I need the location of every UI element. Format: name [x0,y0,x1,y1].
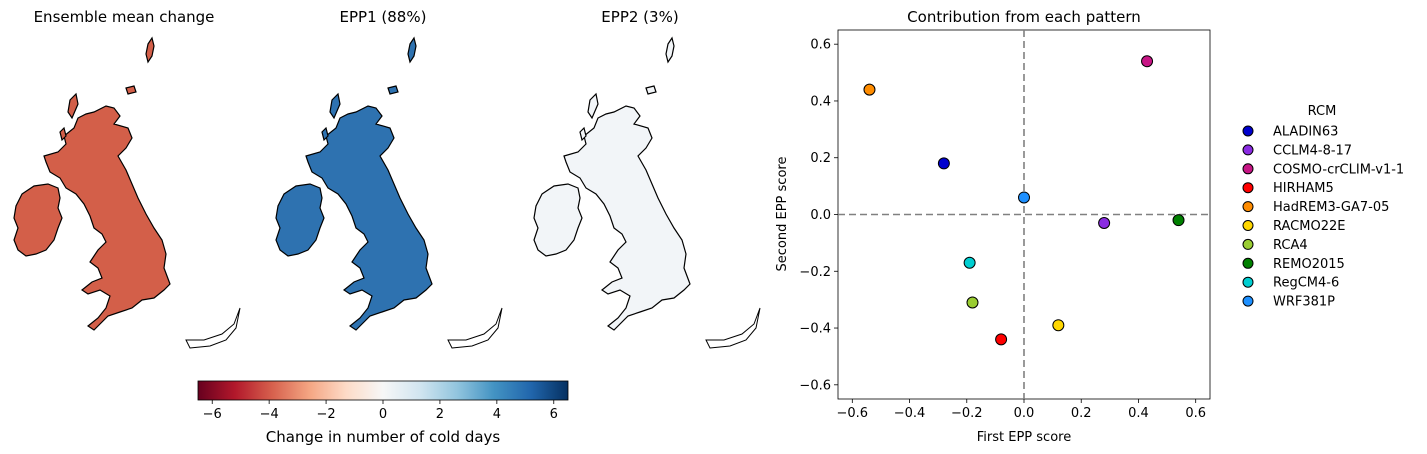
y-tick-label: −0.6 [799,378,831,393]
uk-map-epp2 [533,37,691,331]
legend-item: WRF381P [1242,295,1335,310]
legend-item: RegCM4-6 [1242,276,1339,291]
x-axis-ticks: −0.6 −0.4 −0.2 0.0 0.2 0.4 0.6 [837,399,1206,421]
legend-label: HIRHAM5 [1273,181,1334,196]
colorbar-tick-label: −6 [203,407,222,422]
x-tick-label: 0.4 [1128,406,1149,421]
legend-marker [1242,163,1254,175]
legend-marker [1242,201,1254,213]
legend-item: HIRHAM5 [1242,181,1334,196]
legend-label: CCLM4-8-17 [1273,143,1352,158]
legend: RCM ALADIN63 CCLM4-8-17 COSMO-crCLIM-v1-1 H… [1242,104,1404,310]
legend-marker [1242,238,1254,250]
y-tick-label: 0.0 [810,208,831,223]
point-regcm4-6 [963,256,976,269]
chart-title: Contribution from each pattern [907,8,1141,26]
point-aladin63 [937,157,950,170]
map-panel-ensemble-mean: Ensemble mean change [13,8,241,349]
x-tick-label: 0.0 [1014,406,1035,421]
legend-marker [1242,182,1254,194]
panel-title-ensemble-mean: Ensemble mean change [34,8,215,26]
y-tick-label: 0.6 [810,38,831,53]
y-tick-label: −0.4 [799,322,831,337]
legend-label: WRF381P [1273,295,1335,310]
x-tick-label: −0.2 [951,406,983,421]
y-axis-label: Second EPP score [775,157,790,272]
y-tick-label: 0.2 [810,151,831,166]
legend-marker [1242,144,1254,156]
legend-marker [1242,257,1254,269]
colorbar-label: Change in number of cold days [266,428,501,446]
y-tick-label: −0.2 [799,265,831,280]
colorbar: −6 −4 −2 0 2 4 6 Change in number of cold days [197,380,569,446]
legend-item: CCLM4-8-17 [1242,143,1352,158]
point-remo2015 [1172,214,1185,227]
legend-label: ALADIN63 [1273,125,1338,140]
legend-marker [1242,295,1254,307]
legend-item: REMO2015 [1242,257,1345,272]
colorbar-tick-label: −2 [316,407,335,422]
legend-marker [1242,220,1254,231]
uk-map-ensemble-mean [13,37,171,331]
scatter-points [863,55,1185,346]
legend-label: REMO2015 [1273,257,1345,272]
colorbar-tick-label: 2 [436,407,444,422]
point-cclm4-8-17 [1098,217,1111,230]
point-wrf381p [1018,191,1030,204]
colorbar-gradient [197,380,569,401]
legend-items: ALADIN63 CCLM4-8-17 COSMO-crCLIM-v1-1 HIRHA… [1242,125,1404,310]
scatter-chart: Contribution from each pattern −0.6 −0.4−… [775,8,1211,445]
legend-item: HadREM3-GA7-05 [1242,200,1389,215]
legend-title: RCM [1308,104,1337,119]
map-panel-epp2: EPP2 (3%) [533,8,761,349]
point-racmo22e [1052,319,1065,332]
colorbar-ticks: −6 −4 −2 0 2 4 6 [203,400,558,422]
legend-item: COSMO-crCLIM-v1-1 [1242,162,1404,177]
map-panel-epp1: EPP1 (88%) [275,8,503,349]
x-tick-label: 0.6 [1185,406,1206,421]
legend-label: RegCM4-6 [1273,276,1339,291]
legend-label: COSMO-crCLIM-v1-1 [1273,162,1404,177]
colorbar-tick-label: −4 [260,407,279,422]
reference-lines [838,30,1210,399]
panel-title-epp1: EPP1 (88%) [340,8,427,26]
legend-marker [1242,276,1254,288]
colorbar-tick-label: 6 [550,407,558,422]
x-tick-label: −0.4 [894,406,926,421]
colorbar-tick-label: 4 [493,407,501,422]
point-rca4 [966,296,979,309]
point-cosmo-crclim-v1-1 [1141,55,1154,68]
y-axis-ticks: −0.6 −0.4 −0.2 0.0 0.2 0.4 0.6 [799,38,838,393]
colorbar-tick-label: 0 [379,407,387,422]
y-tick-label: 0.4 [810,94,831,109]
legend-label: HadREM3-GA7-05 [1273,200,1389,215]
legend-item: ALADIN63 [1242,125,1338,140]
legend-item: RACMO22E [1242,219,1345,234]
x-tick-label: −0.6 [837,406,869,421]
legend-item: RCA4 [1242,238,1308,253]
x-tick-label: 0.2 [1071,406,1092,421]
panel-title-epp2: EPP2 (3%) [601,8,678,26]
x-axis-label: First EPP score [977,430,1071,445]
legend-marker [1242,125,1254,137]
legend-label: RCA4 [1273,238,1308,253]
legend-label: RACMO22E [1273,219,1345,234]
point-hadrem3-ga7-05 [863,83,876,96]
uk-map-epp1 [275,37,433,331]
point-hirham5 [995,333,1008,346]
